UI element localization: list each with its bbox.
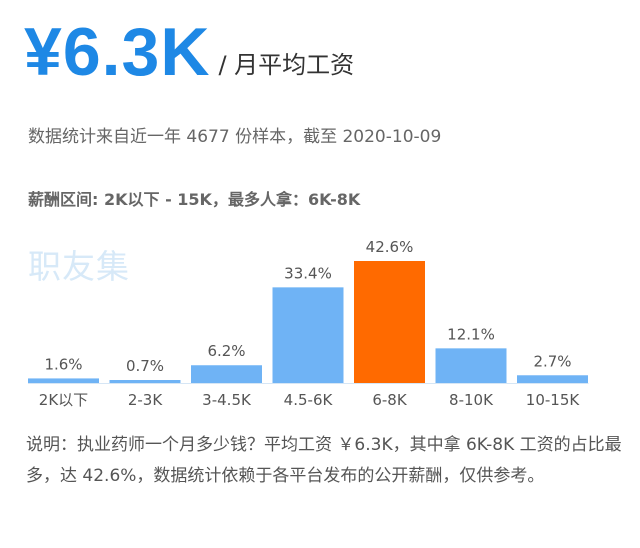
category-label-6: 10-15K <box>526 391 581 409</box>
data-label-4: 42.6% <box>366 238 414 256</box>
salary-unit: / 月平均工资 <box>218 51 355 79</box>
salary-range: 薪酬区间: 2K以下 - 15K，最多人拿：6K-8K <box>28 190 361 209</box>
data-label-1: 0.7% <box>126 357 164 375</box>
average-salary: ¥6.3K <box>24 14 211 90</box>
category-label-2: 3-4.5K <box>202 391 252 409</box>
bar-1 <box>109 380 181 383</box>
bar-0 <box>28 378 99 383</box>
data-label-6: 2.7% <box>533 352 571 370</box>
data-label-5: 12.1% <box>447 325 495 343</box>
category-label-4: 6-8K <box>372 391 407 409</box>
bar-5 <box>435 348 507 383</box>
category-label-0: 2K以下 <box>39 391 88 409</box>
bar-4 <box>354 261 425 383</box>
category-label-5: 8-10K <box>449 391 494 409</box>
category-label-1: 2-3K <box>128 391 163 409</box>
watermark: 职友集 <box>28 247 130 286</box>
data-label-3: 33.4% <box>284 264 332 282</box>
data-label-2: 6.2% <box>207 342 245 360</box>
salary-distribution-chart: 1.6% 2K以下 0.7% 2-3K 6.2% 3-4.5K 33.4% 4.5-6K 42.… <box>28 238 589 409</box>
sample-info: 数据统计来自近一年 4677 份样本，截至 2020-10-09 <box>28 127 442 147</box>
category-label-3: 4.5-6K <box>284 391 334 409</box>
bar-2 <box>191 365 262 383</box>
data-label-0: 1.6% <box>44 355 82 373</box>
description-note: 说明：执业药师一个月多少钱？平均工资 ￥6.3K，其中拿 6K-8K 工资的占比… <box>26 435 622 486</box>
bar-3 <box>272 287 344 383</box>
headline: ¥6.3K / 月平均工资 <box>24 14 354 90</box>
bar-6 <box>517 375 588 383</box>
